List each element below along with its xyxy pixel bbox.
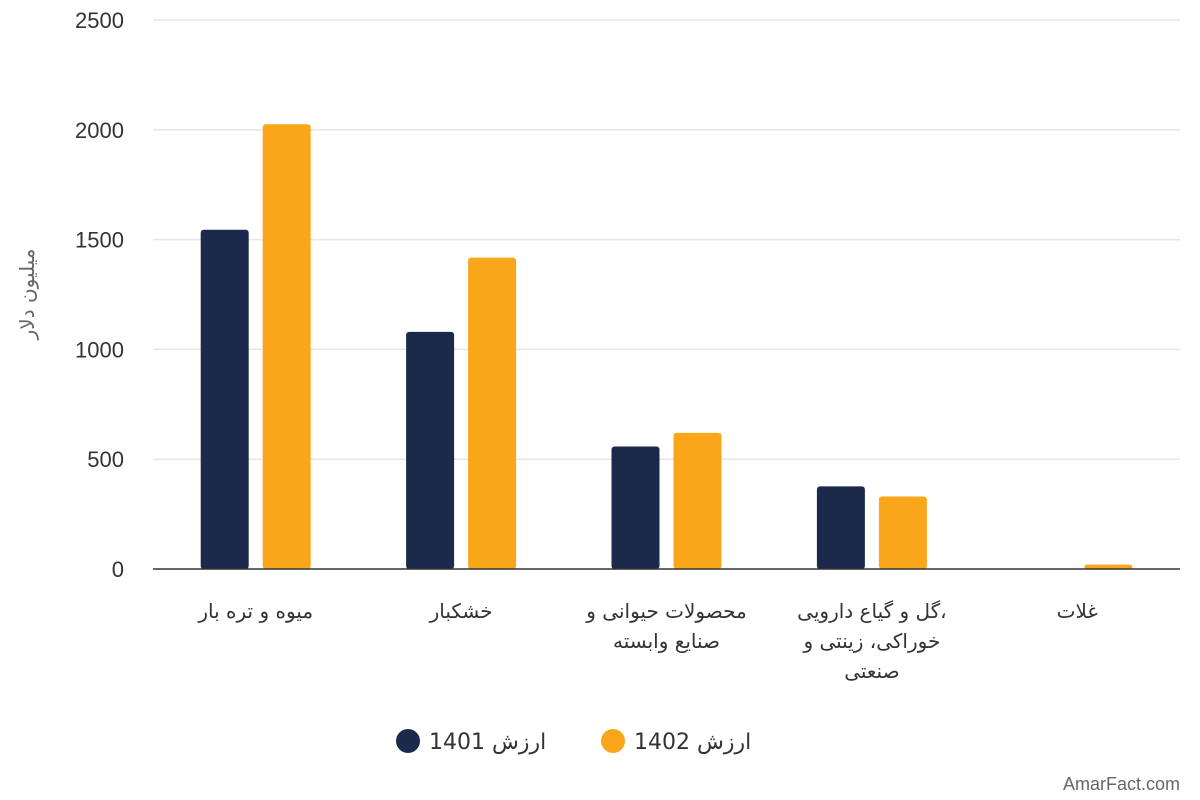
y-tick-label: 500 <box>87 447 124 472</box>
legend-item-series-1[interactable]: ارزش 1401 <box>396 729 546 755</box>
bar-series-1[interactable] <box>200 229 249 569</box>
y-tick-label: 1500 <box>75 228 124 253</box>
legend-item-series-2[interactable]: ارزش 1402 <box>601 729 751 755</box>
y-axis-title: میلیون دلار <box>15 249 39 341</box>
legend-swatch <box>601 729 625 753</box>
y-tick-label: 0 <box>112 557 124 582</box>
bar-series-2[interactable] <box>673 432 722 569</box>
x-category-label: محصولات حیوانی و صنایع وابسته <box>585 599 746 653</box>
gridlines <box>153 19 1180 460</box>
legend-swatch <box>396 729 420 753</box>
legend-label: ارزش 1401 <box>429 730 546 755</box>
bar-series-2[interactable] <box>1084 564 1133 569</box>
x-category-label: ،گل و گیاع دارویی خوراکی، زینتی و صنعتی <box>797 599 946 683</box>
y-tick-label: 2500 <box>75 8 124 33</box>
bar-series-1[interactable] <box>406 331 455 569</box>
y-tick-label: 1000 <box>75 337 124 362</box>
x-axis-category-labels: میوه و تره بار خشکبار محصولات حیوانی و صنای… <box>197 599 1098 683</box>
bar-series-1[interactable] <box>816 486 865 569</box>
bars <box>200 124 1133 569</box>
legend[interactable]: ارزش 1401 ارزش 1402 <box>396 729 751 755</box>
bar-series-2[interactable] <box>468 257 517 569</box>
watermark: AmarFact.com <box>1063 774 1180 794</box>
y-axis-ticks: 0 500 1000 1500 2000 2500 <box>75 8 124 582</box>
bar-series-2[interactable] <box>878 496 927 569</box>
bar-series-1[interactable] <box>611 446 660 569</box>
x-category-label: غلات <box>1057 599 1098 623</box>
y-tick-label: 2000 <box>75 118 124 143</box>
x-category-label: خشکبار <box>429 599 493 623</box>
legend-label: ارزش 1402 <box>634 730 751 755</box>
x-category-label: میوه و تره بار <box>197 599 313 623</box>
bar-series-2[interactable] <box>262 124 311 569</box>
